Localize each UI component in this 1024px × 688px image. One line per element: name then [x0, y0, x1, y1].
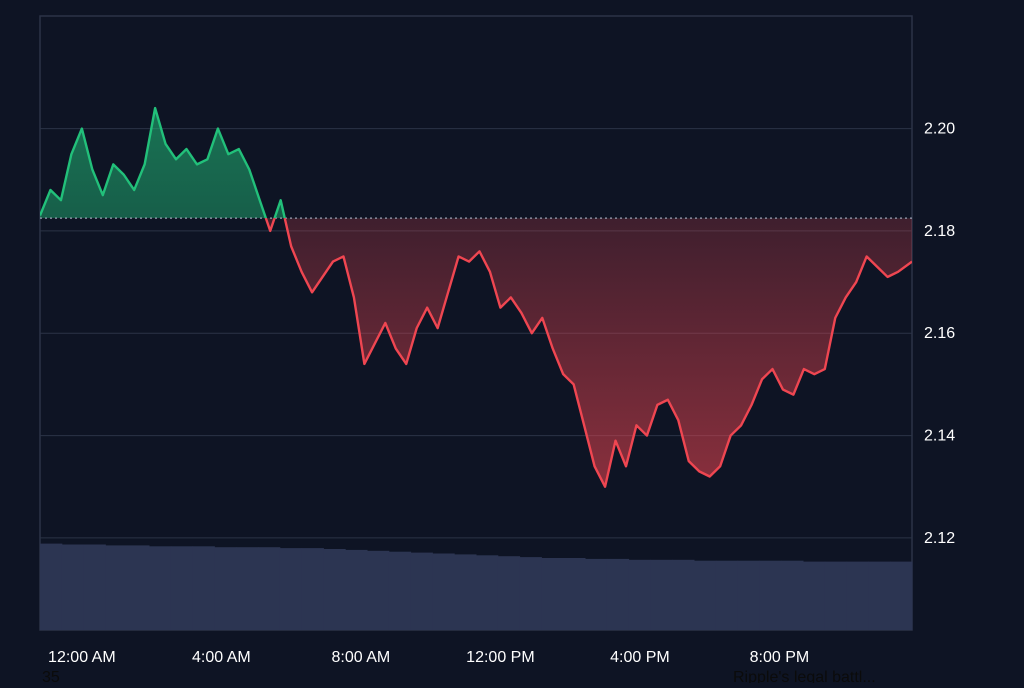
- volume-bar: [563, 558, 586, 630]
- y-tick-label: 2.20: [924, 121, 955, 138]
- volume-bar: [192, 546, 215, 630]
- volume-bar: [454, 554, 477, 630]
- volume-bar: [759, 560, 782, 630]
- price-line-layer: [40, 106, 912, 488]
- volume-bar: [824, 561, 848, 630]
- volume-bar: [236, 547, 259, 630]
- volume-bar: [803, 561, 826, 630]
- volume-bar: [105, 545, 128, 630]
- volume-bar: [127, 545, 150, 630]
- volume-bar: [519, 557, 542, 630]
- volume-bar: [715, 560, 739, 630]
- footer-left-text: 35: [42, 669, 60, 683]
- volume-bar: [890, 561, 913, 630]
- volume-bar: [279, 548, 303, 630]
- volume-bar: [868, 561, 891, 630]
- area-fill-above: [40, 108, 285, 219]
- volume-bar: [170, 546, 194, 630]
- volume-bar: [476, 555, 499, 630]
- y-tick-label: 2.12: [924, 530, 955, 547]
- y-tick-label: 2.14: [924, 428, 955, 445]
- volume-bar: [149, 546, 172, 630]
- volume-bar: [410, 552, 433, 630]
- volume-bar: [301, 548, 324, 630]
- volume-bar: [367, 550, 390, 630]
- volume-bar: [628, 559, 651, 630]
- x-tick-label: 8:00 PM: [750, 649, 810, 666]
- volume-bar: [650, 559, 673, 630]
- volume-bar: [432, 553, 455, 630]
- volume-bar: [345, 549, 368, 630]
- x-tick-label: 8:00 AM: [332, 649, 391, 666]
- volume-bar: [541, 558, 564, 630]
- volume-bar: [323, 549, 346, 630]
- area-layer: [40, 108, 912, 487]
- volume-bar: [83, 544, 106, 630]
- footer-news-link[interactable]: Ripple's legal battl...: [733, 669, 876, 686]
- x-tick-label: 12:00 AM: [48, 649, 116, 666]
- volume-bar: [737, 560, 760, 630]
- price-line-above: [40, 106, 286, 219]
- x-tick-label: 4:00 PM: [610, 649, 670, 666]
- x-tick-label: 4:00 AM: [192, 649, 251, 666]
- volume-bar: [258, 547, 281, 630]
- price-line-below: [264, 218, 912, 488]
- volume-bar: [672, 559, 695, 630]
- volume-bar: [694, 560, 717, 630]
- volume-bar: [388, 551, 412, 630]
- y-tick-label: 2.18: [924, 223, 955, 240]
- volume-bar: [781, 560, 804, 630]
- y-tick-label: 2.16: [924, 325, 955, 342]
- x-tick-label: 12:00 PM: [466, 649, 534, 666]
- x-axis: 12:00 AM 4:00 AM 8:00 AM 12:00 PM 4:00 PM 8:0…: [48, 649, 809, 666]
- area-fill-below: [40, 218, 912, 487]
- volume-bar: [606, 558, 630, 630]
- y-axis: 2.20 2.18 2.16 2.14 2.12: [924, 121, 955, 547]
- volume-bar: [61, 544, 85, 630]
- volume-bar: [214, 547, 237, 630]
- volume-bar: [40, 543, 63, 630]
- volume-bar: [846, 561, 869, 630]
- volume-bar: [497, 556, 521, 630]
- volume-bar: [585, 558, 608, 630]
- volume-layer: [40, 543, 913, 630]
